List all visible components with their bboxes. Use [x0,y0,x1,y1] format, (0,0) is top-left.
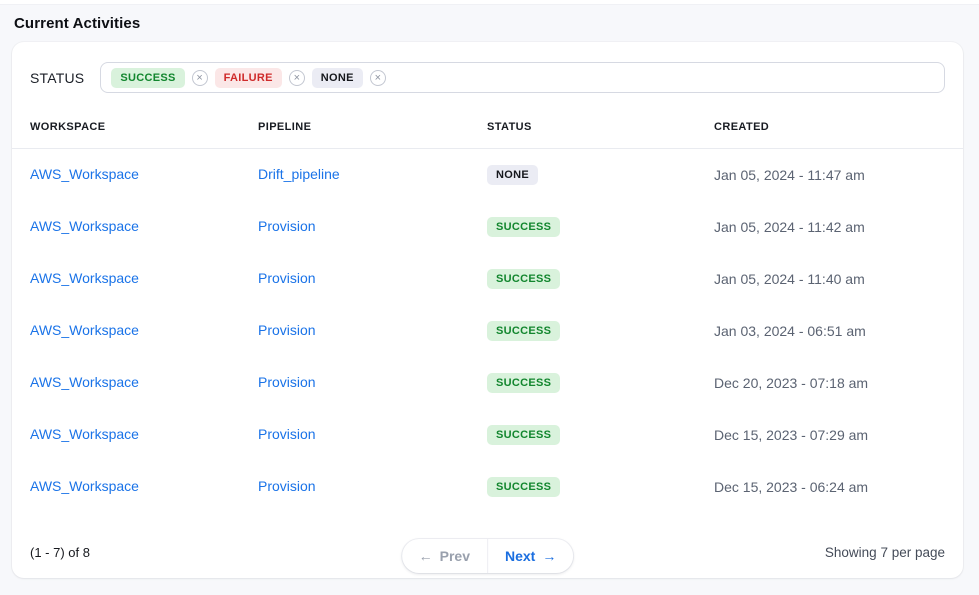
status-badge: SUCCESS [487,321,561,341]
status-filter-input[interactable]: SUCCESS × FAILURE × NONE × [100,62,945,93]
page-title: Current Activities [14,15,141,32]
created-cell: Jan 05, 2024 - 11:40 am [714,271,865,287]
status-badge: SUCCESS [487,269,561,289]
pipeline-link[interactable]: Provision [258,322,316,338]
table-row: AWS_Workspace Provision SUCCESS Dec 15, … [12,409,963,461]
pipeline-link[interactable]: Provision [258,426,316,442]
workspace-link[interactable]: AWS_Workspace [30,218,139,234]
prev-button-label: Prev [439,548,470,564]
status-filter-label: STATUS [30,69,85,86]
column-header-pipeline: PIPELINE [258,120,312,133]
status-badge: SUCCESS [487,373,561,393]
next-button-label: Next [505,548,536,564]
workspace-link[interactable]: AWS_Workspace [30,426,139,442]
column-header-created: CREATED [714,120,770,133]
remove-tag-icon[interactable]: × [369,69,386,86]
created-cell: Dec 20, 2023 - 07:18 am [714,375,869,391]
table-row: AWS_Workspace Provision SUCCESS Dec 20, … [12,357,963,409]
created-cell: Jan 05, 2024 - 11:42 am [714,219,865,235]
pipeline-link[interactable]: Provision [258,270,316,286]
created-cell: Jan 05, 2024 - 11:47 am [714,167,865,183]
filter-tag: SUCCESS [111,67,185,88]
table-header-row: WORKSPACE PIPELINE STATUS CREATED [12,105,963,149]
pipeline-link[interactable]: Provision [258,218,316,234]
column-header-status: STATUS [487,120,532,133]
next-button[interactable]: Next → [487,539,573,573]
filter-tag: FAILURE [214,67,282,88]
remove-tag-icon[interactable]: × [191,69,208,86]
pagination-control: ← Prev Next → [401,539,574,573]
status-badge: SUCCESS [487,477,561,497]
top-strip [0,0,979,5]
column-header-workspace: WORKSPACE [30,120,106,133]
status-badge: NONE [487,165,538,185]
table-footer: (1 - 7) of 8 ← Prev Next → Showing 7 per… [12,535,963,578]
workspace-link[interactable]: AWS_Workspace [30,374,139,390]
created-cell: Dec 15, 2023 - 06:24 am [714,479,869,495]
table-row: AWS_Workspace Provision SUCCESS Jan 05, … [12,201,963,253]
table-row: AWS_Workspace Provision SUCCESS Jan 05, … [12,253,963,305]
table-row: AWS_Workspace Provision SUCCESS Dec 15, … [12,461,963,513]
filter-tag: NONE [311,67,363,88]
remove-tag-icon[interactable]: × [288,69,305,86]
table-row: AWS_Workspace Drift_pipeline NONE Jan 05… [12,149,963,201]
prev-button[interactable]: ← Prev [402,539,487,573]
created-cell: Dec 15, 2023 - 07:29 am [714,427,869,443]
workspace-link[interactable]: AWS_Workspace [30,270,139,286]
workspace-link[interactable]: AWS_Workspace [30,166,139,182]
arrow-right-icon: → [542,548,557,564]
workspace-link[interactable]: AWS_Workspace [30,478,139,494]
pipeline-link[interactable]: Provision [258,374,316,390]
page-range: (1 - 7) of 8 [30,545,90,560]
status-badge: SUCCESS [487,425,561,445]
table-body: AWS_Workspace Drift_pipeline NONE Jan 05… [12,149,963,535]
arrow-left-icon: ← [418,548,433,564]
pipeline-link[interactable]: Drift_pipeline [258,166,340,182]
per-page-text: Showing 7 per page [824,545,945,560]
status-filter-row: STATUS SUCCESS × FAILURE × NONE × [12,42,963,105]
status-badge: SUCCESS [487,217,561,237]
created-cell: Jan 03, 2024 - 06:51 am [714,323,866,339]
activities-card: STATUS SUCCESS × FAILURE × NONE × WORKSP… [12,42,963,578]
workspace-link[interactable]: AWS_Workspace [30,322,139,338]
pipeline-link[interactable]: Provision [258,478,316,494]
table-row: AWS_Workspace Provision SUCCESS Jan 03, … [12,305,963,357]
